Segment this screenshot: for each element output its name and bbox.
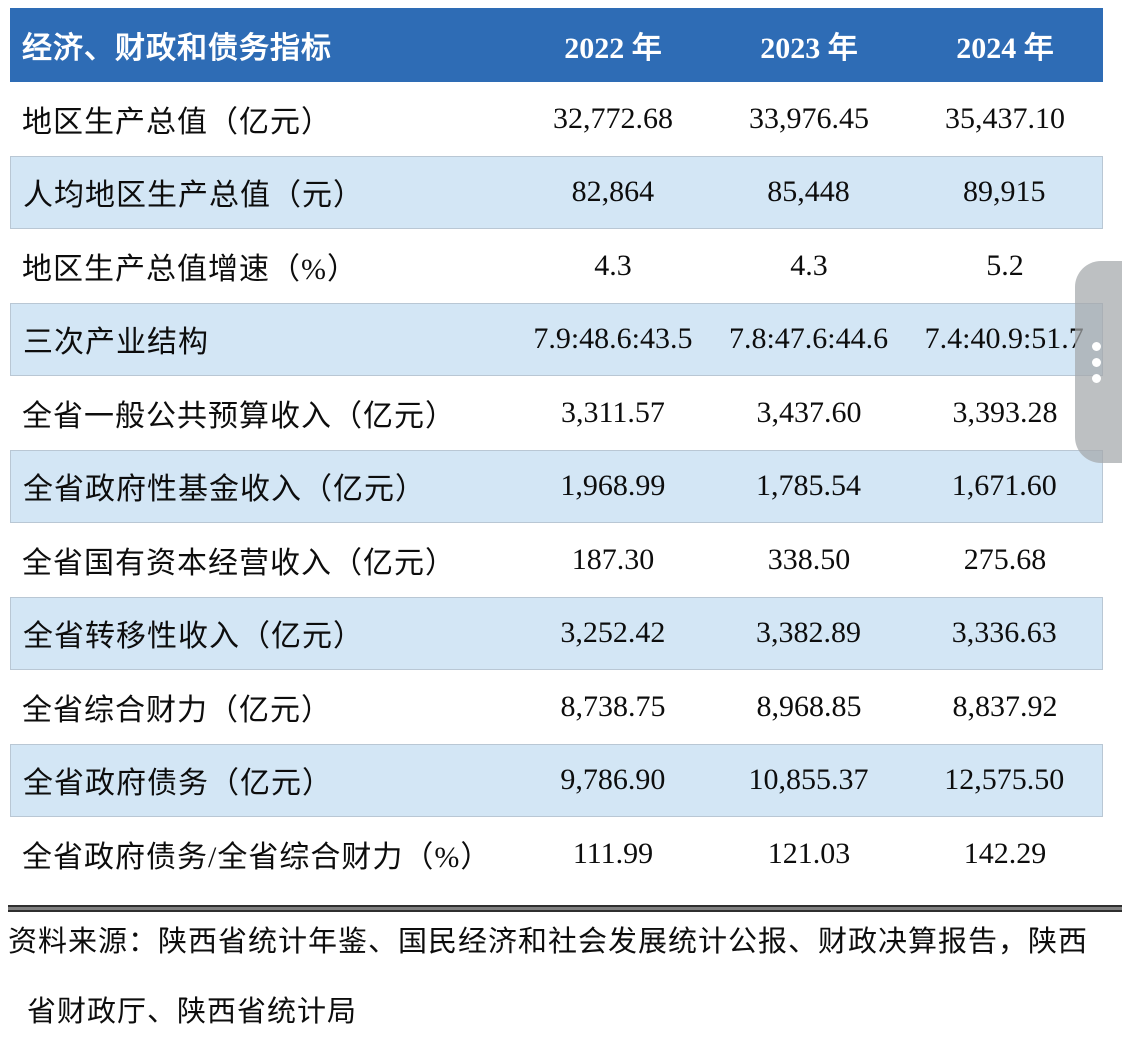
cell-value: 33,976.45 — [749, 101, 869, 135]
row-label: 全省转移性收入（亿元） — [23, 620, 364, 654]
cell-value: 7.9:48.6:43.5 — [533, 322, 693, 356]
cell-value: 3,393.28 — [952, 395, 1058, 429]
cell-value: 275.68 — [963, 542, 1047, 576]
cell-value: 1,671.60 — [951, 469, 1057, 503]
cell-value: 338.50 — [767, 542, 851, 576]
table-row: 全省转移性收入（亿元） 3,252.42 3,382.89 3,336.63 — [10, 596, 1103, 670]
table-row: 三次产业结构 7.9:48.6:43.5 7.8:47.6:44.6 7.4:40.9… — [10, 302, 1103, 376]
scroll-handle[interactable] — [1075, 261, 1122, 463]
cell-value: 142.29 — [963, 836, 1047, 870]
table-bottom-rule — [8, 905, 1122, 912]
cell-value: 121.03 — [767, 836, 851, 870]
cell-value: 35,437.10 — [945, 101, 1065, 135]
row-label: 人均地区生产总值（元） — [23, 179, 364, 213]
row-label: 地区生产总值（亿元） — [22, 105, 332, 139]
table-body: 地区生产总值（亿元） 32,772.68 33,976.45 35,437.10 人均地… — [10, 82, 1103, 891]
cell-value: 9,786.90 — [560, 763, 666, 797]
table-row: 全省国有资本经营收入（亿元） 187.30 338.50 275.68 — [10, 523, 1103, 597]
cell-value: 32,772.68 — [553, 101, 673, 135]
row-label: 全省政府债务（亿元） — [23, 767, 333, 801]
table-row: 全省政府债务（亿元） 9,786.90 10,855.37 12,575.50 — [10, 743, 1103, 817]
table-row: 人均地区生产总值（元） 82,864 85,448 89,915 — [10, 155, 1103, 229]
header-indicator-label: 经济、财政和债务指标 — [22, 32, 332, 65]
table-header-row: 经济、财政和债务指标 2022 年 2023 年 2024 年 — [10, 8, 1103, 82]
table-row: 全省综合财力（亿元） 8,738.75 8,968.85 8,837.92 — [10, 670, 1103, 744]
indicator-table: 经济、财政和债务指标 2022 年 2023 年 2024 年 地区生产总值（亿元）… — [10, 8, 1103, 891]
source-note-line2: 省财政厅、陕西省统计局 — [27, 996, 358, 1028]
row-label: 全省政府债务/全省综合财力（%） — [22, 840, 492, 874]
cell-value: 10,855.37 — [748, 763, 869, 797]
table-row: 全省政府债务/全省综合财力（%） 111.99 121.03 142.29 — [10, 817, 1103, 891]
cell-value: 187.30 — [571, 542, 655, 576]
header-year: 2022 年 — [564, 32, 662, 65]
cell-value: 4.3 — [594, 248, 632, 282]
cell-value: 1,785.54 — [756, 469, 862, 503]
cell-value: 5.2 — [986, 248, 1024, 282]
cell-value: 3,252.42 — [560, 616, 666, 650]
cell-value: 7.8:47.6:44.6 — [728, 322, 889, 356]
source-note-line1: 资料来源：陕西省统计年鉴、国民经济和社会发展统计公报、财政决算报告，陕西 — [8, 926, 1089, 958]
cell-value: 4.3 — [790, 248, 828, 282]
cell-value: 3,336.63 — [951, 616, 1057, 650]
table-row: 全省一般公共预算收入（亿元） 3,311.57 3,437.60 3,393.28 — [10, 376, 1103, 450]
row-label: 全省综合财力（亿元） — [22, 693, 332, 727]
table-row: 全省政府性基金收入（亿元） 1,968.99 1,785.54 1,671.60 — [10, 449, 1103, 523]
cell-value: 3,437.60 — [756, 395, 862, 429]
cell-value: 3,382.89 — [756, 616, 862, 650]
table-row: 地区生产总值（亿元） 32,772.68 33,976.45 35,437.10 — [10, 82, 1103, 156]
cell-value: 111.99 — [572, 836, 654, 870]
cell-value: 3,311.57 — [561, 395, 665, 429]
drag-dot — [1092, 373, 1101, 383]
row-label: 全省国有资本经营收入（亿元） — [22, 546, 456, 580]
cell-value: 7.4:40.9:51.7 — [924, 322, 1084, 356]
cell-value: 89,915 — [962, 175, 1046, 209]
row-label: 地区生产总值增速（%） — [22, 252, 358, 286]
cell-value: 85,448 — [767, 175, 850, 209]
cell-value: 8,968.85 — [756, 689, 862, 723]
cell-value: 12,575.50 — [944, 763, 1065, 797]
table-row: 地区生产总值增速（%） 4.3 4.3 5.2 — [10, 229, 1103, 303]
cell-value: 8,837.92 — [952, 689, 1058, 723]
cell-value: 82,864 — [571, 175, 655, 209]
header-year: 2023 年 — [760, 32, 858, 65]
row-label: 全省一般公共预算收入（亿元） — [22, 399, 456, 433]
cell-value: 8,738.75 — [560, 689, 666, 723]
header-year: 2024 年 — [956, 32, 1054, 65]
row-label: 三次产业结构 — [23, 326, 209, 360]
row-label: 全省政府性基金收入（亿元） — [23, 473, 426, 507]
drag-dot — [1092, 341, 1101, 351]
drag-dot — [1092, 357, 1101, 367]
cell-value: 1,968.99 — [560, 469, 666, 503]
